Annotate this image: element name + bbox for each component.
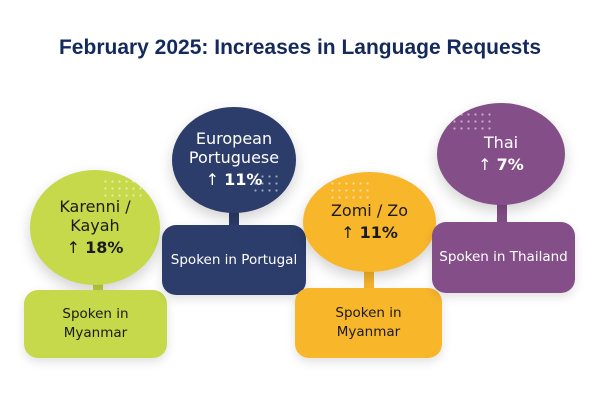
- language-bubble: Thai ↑ 7%: [437, 103, 565, 205]
- language-name: European Portuguese: [188, 129, 280, 167]
- connector: [93, 280, 103, 294]
- spoken-in-label: Spoken in Myanmar: [335, 305, 402, 340]
- connector: [497, 200, 507, 226]
- dot-pattern-decoration: [451, 111, 491, 133]
- region-box: Spoken in Myanmar: [295, 288, 442, 358]
- page-title: February 2025: Increases in Language Req…: [58, 36, 542, 59]
- change-value: ↑ 11%: [341, 222, 398, 242]
- region-box: Spoken in Thailand: [432, 222, 575, 293]
- spoken-in-label: Spoken in Portugal: [170, 251, 298, 268]
- connector: [364, 268, 374, 292]
- connector: [229, 208, 239, 228]
- language-name: Zomi / Zo: [330, 200, 409, 220]
- region-box: Spoken in Portugal: [162, 225, 306, 295]
- change-value: ↑ 7%: [478, 154, 524, 174]
- language-bubble: European Portuguese ↑ 11%: [172, 107, 296, 213]
- arrow-up-icon: ↑: [341, 222, 355, 242]
- spoken-in-label: Spoken in Myanmar: [62, 306, 129, 341]
- arrow-up-icon: ↑: [478, 154, 492, 174]
- arrow-up-icon: ↑: [205, 170, 219, 189]
- change-value: ↑ 18%: [66, 237, 124, 257]
- language-name: Karenni / Kayah: [59, 196, 131, 235]
- dot-pattern-decoration: [102, 178, 142, 200]
- language-bubble: Karenni / Kayah ↑ 18%: [30, 170, 160, 285]
- dot-pattern-decoration: [329, 180, 369, 202]
- language-name: Thai: [483, 132, 519, 152]
- region-box: Spoken in Myanmar: [24, 290, 167, 358]
- language-bubble: Zomi / Zo ↑ 11%: [303, 172, 436, 272]
- spoken-in-label: Spoken in Thailand: [439, 249, 568, 265]
- dot-pattern-decoration: [252, 173, 282, 195]
- arrow-up-icon: ↑: [66, 237, 80, 257]
